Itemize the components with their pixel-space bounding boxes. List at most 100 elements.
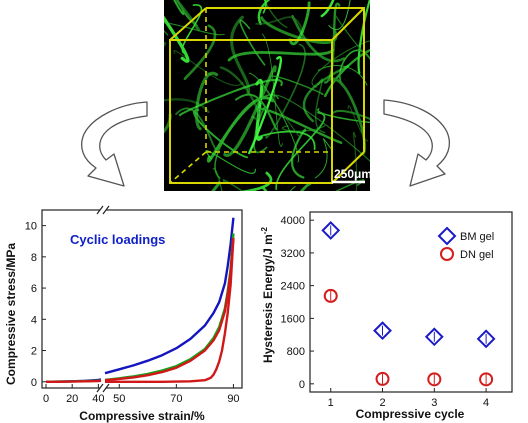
fiber-strand	[173, 50, 244, 86]
fiber-strand	[265, 43, 306, 139]
stress-strain-ytick-label-2: 4	[31, 314, 37, 326]
axis-break-mark-top	[96, 205, 110, 215]
hysteresis-circle-point-3	[479, 372, 494, 387]
fiber-strand	[320, 0, 335, 18]
hysteresis-ylabel-main: Hysteresis Energy/J m	[261, 234, 275, 363]
hysteresis-ylabel: Hysteresis Energy/J m-2	[260, 227, 275, 363]
fiber-strand	[324, 49, 370, 98]
scale-bar-label: 250μm	[334, 167, 370, 181]
fiber-strand	[328, 0, 351, 30]
fiber-strand	[183, 24, 217, 81]
hysteresis-xtick-label-0: 1	[328, 397, 334, 409]
fiber-strand	[339, 49, 370, 86]
hysteresis-legend: BM gel DN gel	[437, 226, 494, 261]
fiber-strand	[193, 109, 249, 159]
stress-strain-ytick-label-1: 2	[31, 346, 37, 358]
hysteresis-xtick-label-2: 3	[431, 397, 437, 409]
stress-strain-ytick-label-4: 8	[31, 252, 37, 264]
hysteresis-chart: 1 2 3 4 0 800 1600 2400 3200 4000 BM gel DN gel Co…	[260, 211, 513, 421]
stress-strain-curve-1-seg1	[104, 233, 235, 382]
stress-strain-curve-0-seg1	[104, 217, 235, 375]
fiber-strand	[222, 179, 244, 191]
legend-diamond-marker	[437, 226, 457, 246]
axis-break-gap-top	[100, 206, 106, 214]
legend-label-1: DN gel	[460, 249, 494, 261]
hysteresis-diamond-point-1	[373, 321, 392, 341]
cube-connector-top-right	[331, 7, 365, 41]
fiber-strand	[227, 48, 335, 62]
fiber-strand	[235, 93, 278, 131]
legend-label-0: BM gel	[460, 231, 494, 243]
fiber-strand	[315, 78, 326, 134]
hysteresis-ytick-label-1: 800	[287, 346, 305, 358]
cube-hidden-edges	[169, 8, 332, 184]
stress-strain-xlabel: Compressive strain/%	[79, 409, 205, 423]
hysteresis-ticks: 1 2 3 4 0 800 1600 2400 3200 4000	[281, 215, 490, 409]
stress-strain-axes	[41, 205, 243, 393]
stress-strain-xtick-label-1: 20	[66, 393, 78, 405]
fiber-strand	[174, 0, 201, 32]
stress-strain-ticks: 0 20 40 50 70 90 0 2 4 6 8 10	[25, 221, 240, 405]
fiber-strand	[195, 71, 219, 131]
stress-strain-plot-frame	[41, 209, 243, 389]
fiber-strand	[230, 15, 251, 96]
fiber-strand	[239, 171, 273, 191]
fiber-strand	[302, 64, 350, 123]
hysteresis-circle-point-2	[427, 372, 442, 387]
stress-strain-xtick-label-2: 40	[92, 393, 104, 405]
right-curved-arrow	[383, 99, 451, 187]
stress-strain-ytick-label-5: 10	[25, 221, 37, 233]
hysteresis-ylabel-sup: -2	[260, 227, 269, 235]
hysteresis-markers	[321, 220, 496, 387]
stress-strain-curve-2-seg1	[104, 238, 235, 382]
stress-strain-xtick-label-0: 0	[43, 393, 49, 405]
hysteresis-xlabel: Compressive cycle	[356, 407, 465, 421]
hysteresis-ytick-label-5: 4000	[281, 215, 305, 227]
confocal-micrograph: 250μm	[164, 0, 370, 191]
stress-strain-xtick-label-5: 90	[227, 393, 239, 405]
stress-strain-ylabel: Compressive stress/MPa	[4, 243, 18, 385]
fiber-strand	[179, 78, 283, 117]
fiber-strand	[314, 138, 333, 179]
stress-strain-annotation: Cyclic loadings	[70, 232, 165, 247]
hysteresis-ytick-label-2: 1600	[281, 313, 305, 325]
fiber-strand	[257, 0, 271, 26]
fiber-strand	[330, 110, 370, 121]
fiber-strand	[248, 55, 282, 155]
fiber-strand	[290, 128, 307, 179]
fiber-strand	[206, 96, 275, 163]
stress-strain-chart: 0 20 40 50 70 90 0 2 4 6 8 10 Cyclic loadings Compr…	[4, 205, 243, 423]
hysteresis-ytick-label-4: 3200	[281, 248, 305, 260]
hysteresis-diamond-point-2	[424, 327, 444, 347]
cube-outline	[169, 7, 365, 184]
fiber-strand	[239, 19, 266, 66]
left-curved-arrow	[81, 101, 148, 187]
fiber-strand	[275, 111, 326, 190]
axis-break-gap-bottom	[100, 384, 106, 392]
cube-connector-bottom-right	[331, 151, 365, 184]
stress-strain-ytick-label-3: 6	[31, 283, 37, 295]
fiber-strand	[164, 22, 225, 36]
stress-strain-curve-2-seg0	[46, 379, 102, 384]
hysteresis-xtick-label-1: 2	[379, 397, 385, 409]
hysteresis-xtick-label-3: 4	[483, 397, 489, 409]
hysteresis-plot-frame	[309, 211, 513, 393]
fiber-strand	[269, 75, 324, 95]
fiber-strand	[255, 130, 316, 150]
fiber-strand	[248, 72, 299, 163]
fiber-strand	[219, 66, 260, 120]
fiber-strand	[181, 4, 203, 55]
fiber-strand	[261, 33, 283, 147]
stress-strain-xtick-label-3: 50	[113, 393, 125, 405]
fiber-strand	[333, 12, 370, 60]
stress-strain-curve-3-seg1	[105, 238, 235, 384]
fiber-strand	[300, 182, 312, 191]
hysteresis-ytick-label-0: 0	[299, 379, 305, 391]
fiber-strand	[176, 0, 198, 27]
cube-connector-top-left	[169, 7, 207, 41]
fiber-strand	[175, 107, 217, 151]
axis-break-mark-bottom	[96, 383, 110, 393]
fiber-strand	[357, 0, 370, 75]
